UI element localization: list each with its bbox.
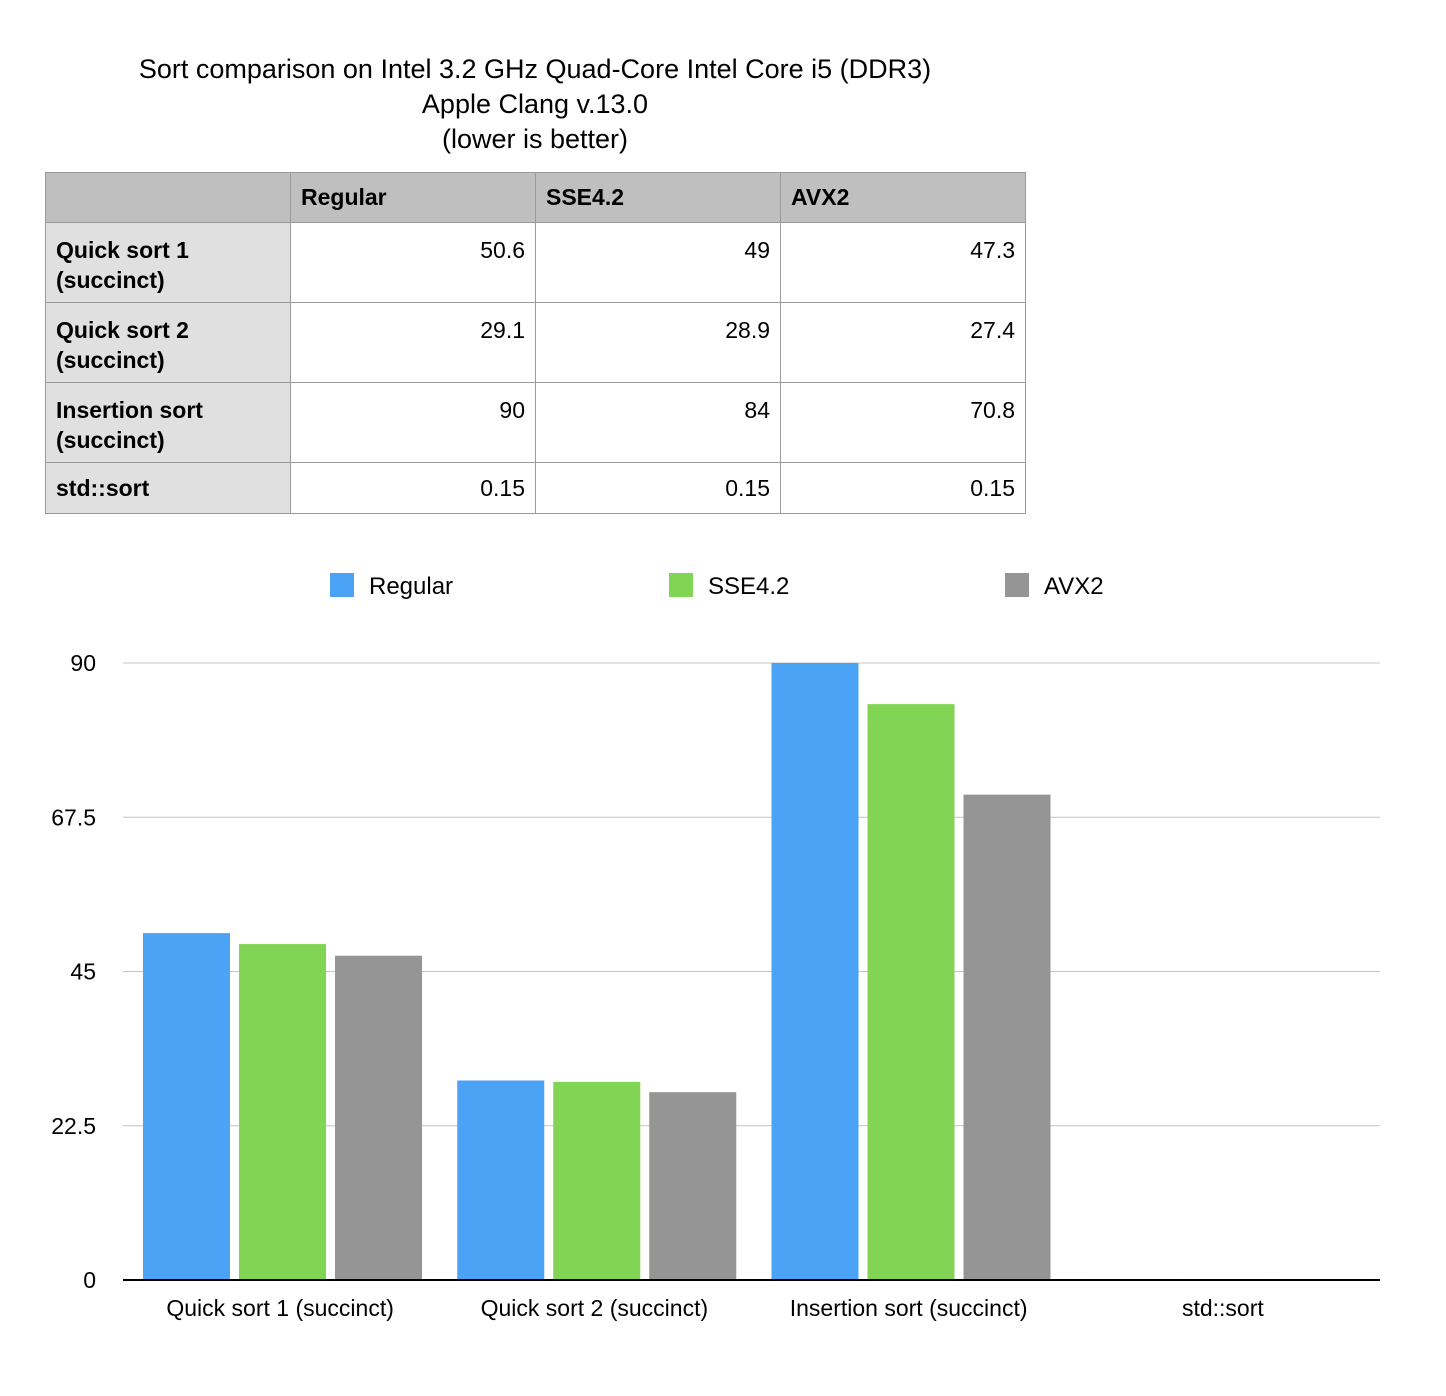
table-cell: 50.6 xyxy=(290,222,536,303)
table-header-sse42: SSE4.2 xyxy=(535,172,781,223)
y-tick-label: 0 xyxy=(83,1267,96,1293)
x-tick-label: std::sort xyxy=(1182,1295,1264,1321)
row-label-line: Quick sort 1 xyxy=(56,237,189,263)
bar xyxy=(649,1092,737,1280)
row-label-line: Quick sort 2 xyxy=(56,317,189,343)
row-label-line: Insertion sort xyxy=(56,397,203,423)
table-cell: 27.4 xyxy=(780,302,1026,383)
row-label: std::sort xyxy=(45,462,291,514)
table-cell: 70.8 xyxy=(780,382,1026,463)
table-row: Quick sort 2 (succinct) 29.1 28.9 27.4 xyxy=(45,302,1026,383)
table-cell: 29.1 xyxy=(290,302,536,383)
legend-label: AVX2 xyxy=(1044,573,1104,600)
bar xyxy=(771,663,859,1280)
table-header-row: Regular SSE4.2 AVX2 xyxy=(45,172,1026,223)
table-cell: 28.9 xyxy=(535,302,781,383)
bar xyxy=(867,704,955,1280)
legend-label: Regular xyxy=(369,573,453,600)
legend-swatch-sse42 xyxy=(669,573,693,597)
title-line-2: Apple Clang v.13.0 xyxy=(421,89,649,119)
bar xyxy=(143,933,230,1280)
table-row: std::sort 0.15 0.15 0.15 xyxy=(45,462,1026,514)
y-tick-label: 45 xyxy=(70,959,96,985)
table-header-avx2: AVX2 xyxy=(780,172,1026,223)
legend-swatch-avx2 xyxy=(1005,573,1029,597)
table-cell: 90 xyxy=(290,382,536,463)
table-cell: 49 xyxy=(535,222,781,303)
bar-chart: Regular SSE4.2 AVX2 0 22.5 45 67.5 90 Quick sort… xyxy=(51,573,1380,1321)
x-tick-label: Insertion sort (succinct) xyxy=(790,1295,1028,1321)
row-label: Quick sort 2 (succinct) xyxy=(45,302,291,383)
row-label-line: (succinct) xyxy=(56,427,165,453)
x-tick-label: Quick sort 1 (succinct) xyxy=(166,1295,394,1321)
row-label-line: std::sort xyxy=(56,475,150,501)
x-tick-label: Quick sort 2 (succinct) xyxy=(481,1295,709,1321)
bar xyxy=(457,1080,545,1280)
table-header-regular: Regular xyxy=(290,172,536,223)
table-cell: 0.15 xyxy=(535,462,781,514)
table-cell: 84 xyxy=(535,382,781,463)
table-cell: 0.15 xyxy=(780,462,1026,514)
y-tick-label: 67.5 xyxy=(51,804,96,830)
bar xyxy=(553,1081,641,1280)
table-header-corner xyxy=(45,172,291,223)
chart-title: Sort comparison on Intel 3.2 GHz Quad-Co… xyxy=(40,52,1030,157)
row-label-line: (succinct) xyxy=(56,267,165,293)
table-row: Quick sort 1 (succinct) 50.6 49 47.3 xyxy=(45,222,1026,303)
y-tick-label: 90 xyxy=(70,650,96,676)
table-row: Insertion sort (succinct) 90 84 70.8 xyxy=(45,382,1026,463)
y-tick-label: 22.5 xyxy=(51,1113,96,1139)
title-line-3: (lower is better) xyxy=(441,124,629,154)
row-label-line: (succinct) xyxy=(56,347,165,373)
table-cell: 47.3 xyxy=(780,222,1026,303)
legend-swatch-regular xyxy=(330,573,354,597)
data-table: Regular SSE4.2 AVX2 Quick sort 1 (succinc… xyxy=(45,172,1026,514)
row-label: Insertion sort (succinct) xyxy=(45,382,291,463)
bar xyxy=(963,794,1051,1280)
title-line-1: Sort comparison on Intel 3.2 GHz Quad-Co… xyxy=(138,54,932,84)
row-label: Quick sort 1 (succinct) xyxy=(45,222,291,303)
table-cell: 0.15 xyxy=(290,462,536,514)
bar xyxy=(335,955,422,1280)
legend-label: SSE4.2 xyxy=(708,573,789,600)
bar xyxy=(239,944,326,1280)
